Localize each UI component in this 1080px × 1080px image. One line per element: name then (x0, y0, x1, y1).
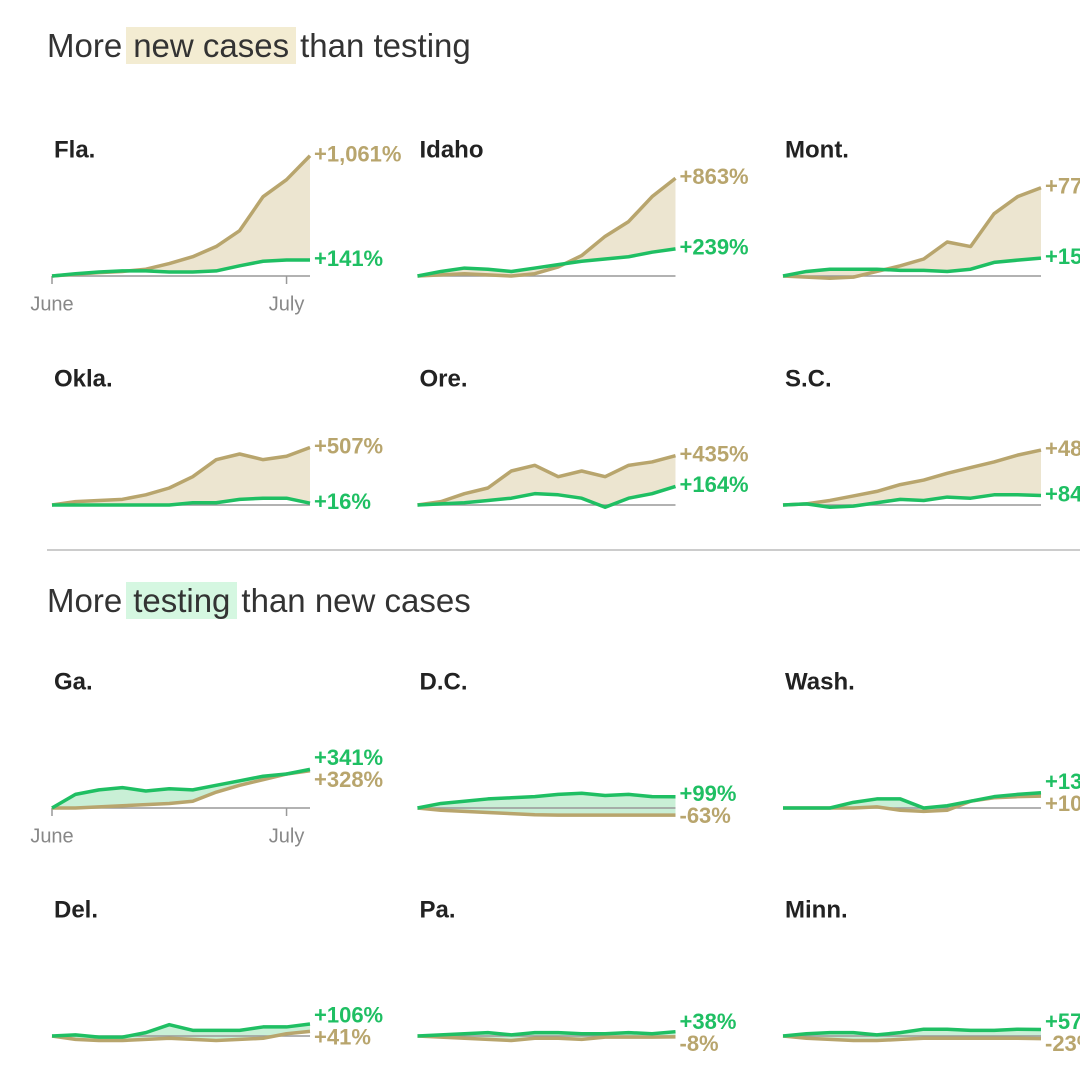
x-tick-label: June (30, 293, 73, 315)
panel-title: Ga. (54, 668, 93, 695)
series-line (417, 791, 676, 810)
heading-text: More (47, 582, 123, 619)
value-label: +341% (314, 745, 383, 770)
series-line (417, 1029, 676, 1038)
value-label: -8% (680, 1031, 719, 1056)
series-line (417, 484, 677, 510)
series-line (51, 1022, 311, 1039)
heading-text: than testing (300, 27, 471, 64)
series-line (782, 493, 1042, 510)
value-label: +57% (1045, 1009, 1080, 1034)
series-line (51, 445, 311, 507)
value-label: +141% (314, 246, 383, 271)
value-label: +239% (680, 235, 749, 260)
value-label: +485% (1045, 436, 1080, 461)
panel-title: Minn. (785, 896, 848, 923)
gap-fill (417, 793, 676, 816)
panel-title: Okla. (54, 365, 113, 392)
gap-fill (417, 455, 676, 508)
series-line (52, 769, 311, 810)
panel-title: Fla. (54, 136, 95, 163)
series-line (51, 767, 311, 810)
value-label: +779% (1045, 174, 1080, 199)
gap-fill (783, 450, 1041, 508)
heading-highlight: new cases (126, 27, 297, 64)
series-line (417, 454, 676, 507)
series-line (417, 247, 676, 278)
series-line (783, 790, 1042, 810)
value-label: +158% (1045, 244, 1080, 269)
x-tick-label: July (269, 293, 305, 315)
series-line (782, 1034, 1042, 1043)
value-label: -63% (680, 803, 731, 828)
value-label: +328% (314, 767, 383, 792)
series-line (52, 496, 311, 507)
series-line (51, 258, 310, 278)
value-label: +106% (314, 1002, 383, 1027)
value-label: +16% (314, 489, 371, 514)
series-line (782, 256, 1042, 278)
x-tick-label: July (269, 825, 305, 847)
panel-title: S.C. (785, 365, 832, 392)
section-heading: More new cases than testing (47, 24, 471, 68)
gap-fill (417, 178, 676, 276)
value-label: -23% (1045, 1031, 1080, 1056)
series-line (417, 176, 677, 278)
value-label: +435% (680, 442, 749, 467)
value-label: +84% (1045, 481, 1080, 506)
value-label: +135% (1045, 769, 1080, 794)
heading-highlight: testing (126, 582, 238, 619)
value-label: +1,061% (314, 142, 401, 167)
gap-fill (52, 155, 310, 276)
panel-title: D.C. (420, 668, 468, 695)
heading-text: More (47, 27, 123, 64)
value-label: +105% (1045, 791, 1080, 816)
value-label: +99% (680, 781, 737, 806)
value-label: +507% (314, 433, 383, 458)
series-line (782, 448, 1042, 507)
panel-title: Idaho (420, 136, 484, 163)
panel-title: Mont. (785, 136, 849, 163)
value-label: +863% (680, 164, 749, 189)
value-label: +41% (314, 1024, 371, 1049)
panel-title: Ore. (420, 365, 468, 392)
series-line (51, 1029, 311, 1043)
panel-title: Wash. (785, 668, 855, 695)
x-tick-label: June (30, 825, 73, 847)
gap-fill (783, 187, 1041, 279)
gap-fill (52, 769, 310, 808)
value-label: +164% (680, 472, 749, 497)
panel-title: Pa. (420, 896, 456, 923)
gap-fill (52, 447, 310, 505)
series-line (417, 806, 676, 817)
series-line (417, 1034, 676, 1043)
section-heading: More testing than new cases (47, 579, 471, 623)
value-label: +38% (680, 1009, 737, 1034)
panel-title: Del. (54, 896, 98, 923)
heading-text: than new cases (241, 582, 471, 619)
series-line (782, 1027, 1042, 1038)
series-line (782, 186, 1042, 281)
